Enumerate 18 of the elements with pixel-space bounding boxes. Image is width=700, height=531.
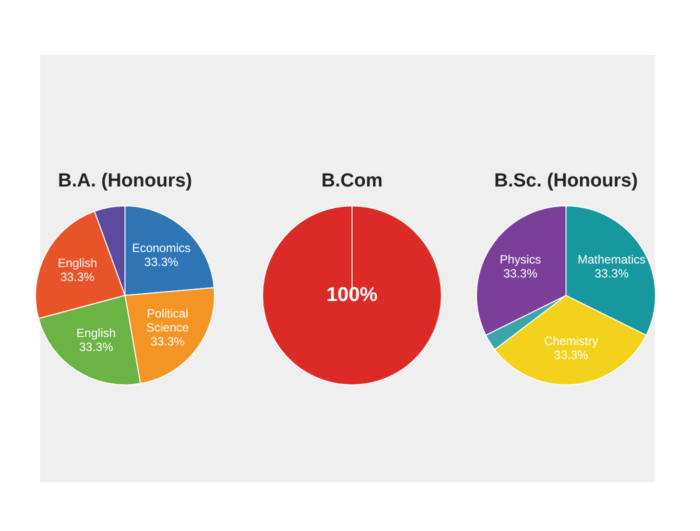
slice-label: English: [76, 326, 116, 340]
slice-label: Physics: [500, 252, 542, 266]
slice-label: Chemistry: [544, 334, 598, 348]
data-label: 33.3%: [554, 348, 588, 362]
slice-label: English: [58, 256, 98, 270]
data-label: 33.3%: [503, 266, 538, 280]
slice-label: Mathematics: [578, 252, 646, 266]
data-label: 33.3%: [144, 255, 179, 270]
data-label: 100%: [326, 284, 378, 306]
data-label: 33.3%: [60, 270, 95, 284]
data-label: 33.3%: [594, 266, 629, 280]
data-label: 33.3%: [150, 334, 185, 348]
data-label: 33.3%: [79, 340, 114, 354]
chart-title: B.Sc. (Honours): [494, 170, 638, 192]
slice-label: Economics: [132, 241, 191, 256]
chart-title: B.A. (Honours): [58, 170, 192, 192]
slice-label: Political Science: [146, 306, 190, 334]
chart-title: B.Com: [321, 170, 383, 192]
